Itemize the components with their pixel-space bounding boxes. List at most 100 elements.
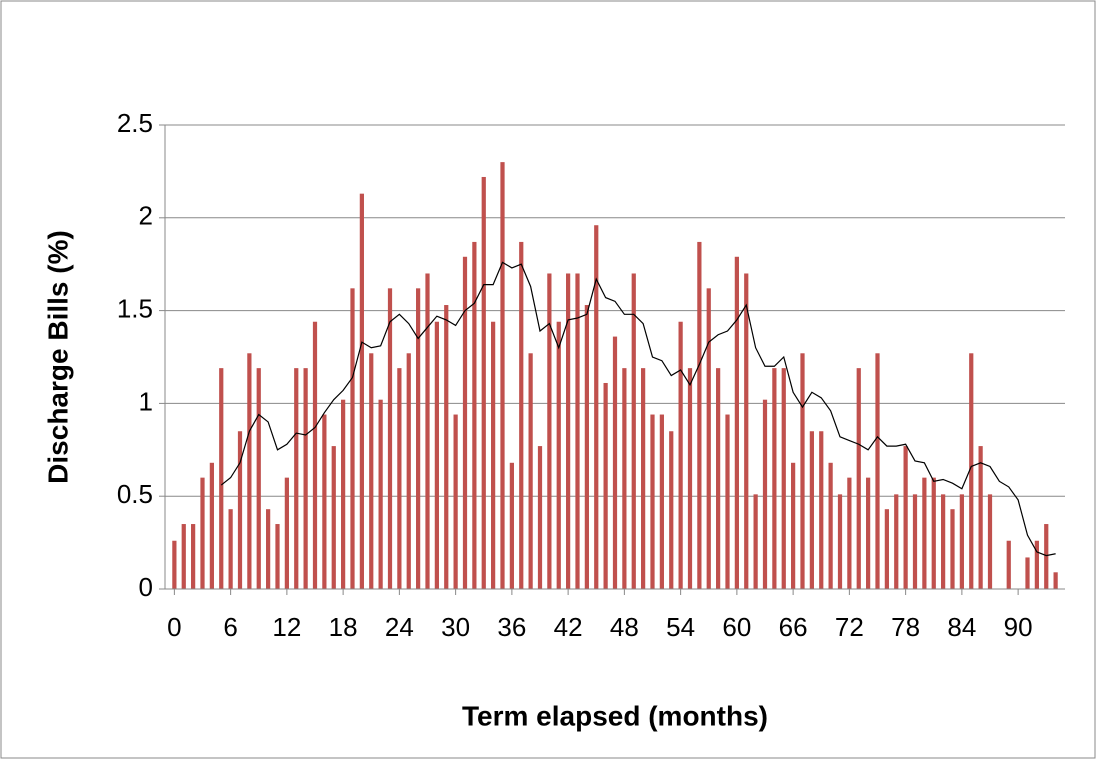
bar bbox=[294, 368, 299, 589]
bar bbox=[556, 321, 561, 589]
x-tick-label: 78 bbox=[891, 612, 920, 642]
bar bbox=[922, 477, 927, 589]
bar bbox=[369, 353, 374, 589]
bar bbox=[866, 477, 871, 589]
bar bbox=[425, 273, 430, 589]
x-tick-label: 84 bbox=[947, 612, 976, 642]
x-tick-label: 42 bbox=[554, 612, 583, 642]
bar bbox=[472, 241, 477, 590]
bar bbox=[350, 288, 355, 589]
y-tick-label: 0.5 bbox=[117, 479, 153, 509]
bar bbox=[959, 494, 964, 589]
bar bbox=[172, 540, 177, 589]
bar bbox=[894, 494, 899, 589]
bar bbox=[1053, 572, 1058, 589]
bar bbox=[575, 273, 580, 589]
bar bbox=[275, 524, 280, 589]
bar bbox=[228, 509, 233, 589]
bar bbox=[800, 353, 805, 589]
y-axis-title: Discharge Bills (%) bbox=[42, 230, 73, 484]
bar bbox=[828, 462, 833, 589]
bar bbox=[566, 273, 571, 589]
bar bbox=[753, 494, 758, 589]
bar bbox=[669, 431, 674, 589]
bar bbox=[650, 414, 655, 589]
bar bbox=[950, 509, 955, 589]
y-tick-label: 2.5 bbox=[117, 108, 153, 138]
bar bbox=[519, 241, 524, 590]
bar bbox=[791, 462, 796, 589]
x-tick-label: 6 bbox=[223, 612, 237, 642]
bar bbox=[687, 368, 693, 589]
bar bbox=[416, 288, 421, 589]
bar bbox=[528, 353, 533, 589]
bar bbox=[284, 477, 289, 589]
bar bbox=[200, 477, 205, 589]
bar bbox=[809, 431, 814, 589]
bar bbox=[659, 414, 664, 589]
bar bbox=[584, 305, 589, 589]
bar bbox=[762, 399, 768, 589]
x-tick-label: 30 bbox=[441, 612, 470, 642]
line bbox=[220, 261, 1056, 557]
bar bbox=[331, 446, 336, 589]
bar bbox=[819, 431, 824, 589]
bar bbox=[622, 368, 627, 589]
bar bbox=[1025, 557, 1030, 589]
x-tick-label: 60 bbox=[722, 612, 751, 642]
bar bbox=[266, 509, 271, 589]
bar bbox=[462, 256, 468, 589]
bar bbox=[969, 353, 974, 589]
bar bbox=[312, 321, 318, 589]
bar bbox=[359, 193, 364, 589]
bar bbox=[697, 241, 702, 590]
x-tick-label: 48 bbox=[610, 612, 639, 642]
bar bbox=[378, 399, 383, 589]
bar bbox=[181, 524, 186, 589]
y-tick-label: 2 bbox=[139, 201, 153, 231]
bar bbox=[341, 399, 346, 589]
bar bbox=[191, 524, 196, 589]
bar bbox=[631, 273, 636, 589]
x-tick-label: 54 bbox=[666, 612, 695, 642]
bar bbox=[734, 256, 739, 589]
bar bbox=[641, 368, 646, 589]
bar bbox=[725, 414, 730, 589]
bar bbox=[716, 368, 721, 589]
y-tick-label: 0 bbox=[139, 572, 153, 602]
bar bbox=[594, 225, 599, 589]
x-tick-label: 90 bbox=[1004, 612, 1033, 642]
bar bbox=[219, 368, 224, 589]
bar bbox=[744, 273, 749, 589]
bar bbox=[912, 494, 918, 589]
bar bbox=[1044, 524, 1049, 589]
bar bbox=[387, 288, 393, 589]
bar bbox=[537, 446, 543, 589]
bar bbox=[434, 321, 439, 589]
bar bbox=[903, 446, 908, 589]
x-tick-label: 18 bbox=[329, 612, 358, 642]
bar bbox=[547, 273, 552, 589]
bar bbox=[612, 336, 618, 589]
bar bbox=[856, 368, 861, 589]
x-tick-label: 0 bbox=[167, 612, 181, 642]
bar bbox=[1006, 540, 1011, 589]
x-tick-label: 24 bbox=[385, 612, 414, 642]
bar bbox=[237, 431, 243, 589]
bar bbox=[781, 368, 786, 589]
x-tick-label: 72 bbox=[835, 612, 864, 642]
bar bbox=[453, 414, 458, 589]
bar bbox=[884, 509, 889, 589]
bar bbox=[397, 368, 402, 589]
bar bbox=[444, 305, 449, 589]
x-tick-label: 66 bbox=[779, 612, 808, 642]
bar bbox=[1034, 540, 1039, 589]
bar bbox=[509, 462, 514, 589]
bar bbox=[256, 368, 261, 589]
x-tick-label: 12 bbox=[272, 612, 301, 642]
y-tick-label: 1 bbox=[139, 386, 153, 416]
x-axis-title: Term elapsed (months) bbox=[462, 700, 768, 731]
x-tick-label: 36 bbox=[497, 612, 526, 642]
bar bbox=[678, 321, 683, 589]
bar bbox=[303, 368, 308, 589]
